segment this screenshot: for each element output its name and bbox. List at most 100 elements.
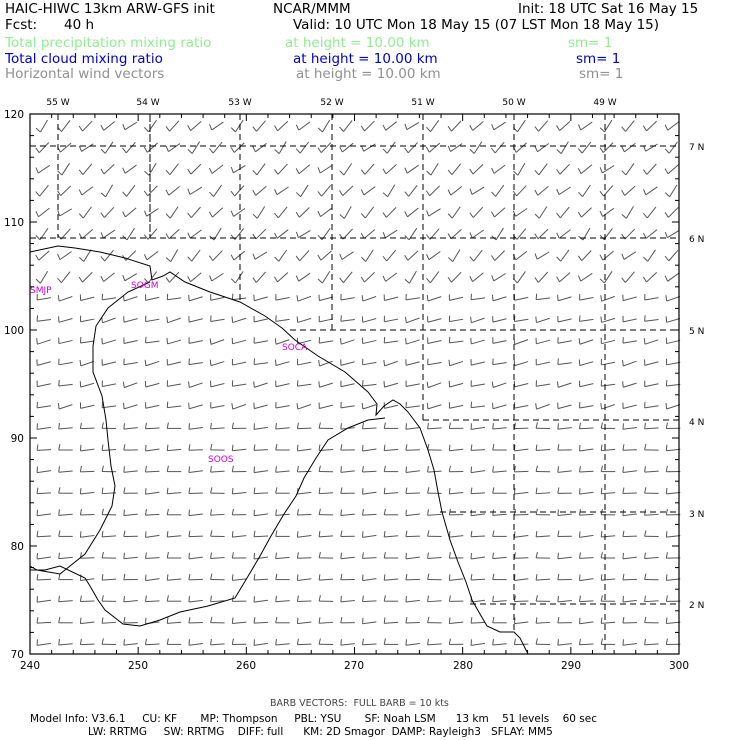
wind-barb-flag <box>448 359 451 366</box>
wind-barb <box>123 427 138 430</box>
wind-barb <box>405 556 420 560</box>
wind-barb <box>601 383 616 387</box>
wind-barb-flag <box>123 487 126 494</box>
wind-barb <box>362 427 377 430</box>
wind-barb-flag <box>275 530 278 537</box>
wind-barb-flag <box>534 126 539 132</box>
wind-barb <box>190 163 202 175</box>
wind-barb <box>254 340 268 344</box>
wind-barb <box>471 339 485 345</box>
wind-barb-flag <box>404 123 408 130</box>
wind-barb-flag <box>383 638 386 645</box>
wind-barb-flag <box>383 465 386 472</box>
wind-barb <box>625 271 635 283</box>
wind-barb <box>275 296 290 301</box>
wind-barb <box>36 426 52 430</box>
wind-barb-flag <box>166 552 169 559</box>
wind-barb-flag <box>644 595 646 602</box>
wind-barb-flag <box>599 254 604 261</box>
wind-barb <box>81 229 94 239</box>
wind-barb <box>536 535 551 538</box>
wind-barb-flag <box>100 148 106 154</box>
wind-barb-flag <box>209 275 213 282</box>
wind-barb-flag <box>317 167 321 174</box>
wind-barb <box>667 164 679 175</box>
wind-barb <box>470 578 486 581</box>
wind-barb-flag <box>513 359 516 366</box>
wind-barb <box>470 405 486 409</box>
wind-barb-flag <box>600 552 603 559</box>
wind-barb-flag <box>491 381 494 388</box>
wind-barb-flag <box>187 212 192 218</box>
wind-barb <box>470 513 486 517</box>
wind-barb <box>625 120 635 132</box>
wind-barb-flag <box>643 213 648 219</box>
wind-barb-flag <box>643 338 646 345</box>
wind-barb-flag <box>79 257 85 262</box>
wind-barb <box>191 249 201 262</box>
wind-barb <box>342 142 354 153</box>
wind-barb <box>190 272 202 283</box>
wind-barb-flag <box>274 149 280 155</box>
wind-barb <box>58 470 73 473</box>
wind-barb <box>472 163 484 175</box>
wind-barb <box>103 164 115 175</box>
wind-barb <box>37 297 51 301</box>
wind-barb-flag <box>491 124 495 130</box>
wind-barb-flag <box>534 189 539 196</box>
wind-barb <box>579 600 594 603</box>
wind-barb-flag <box>123 639 125 646</box>
wind-barb-flag <box>535 316 537 323</box>
wind-barb <box>59 208 72 217</box>
wind-barb <box>233 142 245 153</box>
wind-barb-flag <box>318 487 321 494</box>
field-1-sm: sm= 1 <box>568 35 613 51</box>
wind-barb <box>427 404 442 410</box>
wind-barb <box>275 470 290 473</box>
wind-barb <box>145 360 160 367</box>
station-label: SOCA <box>282 343 308 353</box>
wind-barb <box>104 141 114 154</box>
wind-barb <box>537 185 549 196</box>
wind-barb <box>343 120 353 132</box>
wind-barb-flag <box>492 444 495 451</box>
wind-barb-flag <box>57 253 61 260</box>
wind-barb-flag <box>665 402 668 410</box>
wind-barb-flag <box>578 338 581 345</box>
wind-barb <box>557 643 572 646</box>
wind-barb-flag <box>166 617 169 624</box>
wind-barb <box>470 621 486 624</box>
wind-barb-flag <box>144 359 147 366</box>
wind-barb <box>297 448 312 452</box>
wind-barb <box>297 578 312 581</box>
wind-barb <box>36 319 52 322</box>
wind-barb-flag <box>188 617 191 624</box>
wind-barb-flag <box>470 573 473 581</box>
wind-barb <box>384 578 399 581</box>
wind-barb <box>364 120 375 132</box>
wind-barb-flag <box>470 316 472 323</box>
wind-barb-flag <box>123 444 126 451</box>
wind-barb-flag <box>57 402 60 410</box>
y-tick-label: 120 <box>4 109 24 121</box>
wind-barb <box>427 318 442 323</box>
wind-barb-flag <box>231 552 234 559</box>
wind-barb-flag <box>36 617 39 624</box>
wind-barb <box>319 164 333 174</box>
wind-barb-flag <box>383 552 386 559</box>
wind-barb <box>514 448 529 452</box>
wind-barb <box>167 492 182 495</box>
wind-barb-flag <box>534 277 539 283</box>
wind-barb <box>80 535 95 538</box>
wind-barb-flag <box>340 552 342 559</box>
wind-barb <box>602 142 614 153</box>
wind-barb <box>472 121 484 131</box>
wind-barb <box>405 513 420 517</box>
wind-barb <box>473 141 483 154</box>
wind-barb <box>386 141 396 154</box>
wind-barb <box>536 578 551 581</box>
wind-barb <box>384 404 399 409</box>
wind-barb-flag <box>665 487 668 494</box>
wind-barb-flag <box>296 295 299 302</box>
wind-barb <box>168 143 181 153</box>
